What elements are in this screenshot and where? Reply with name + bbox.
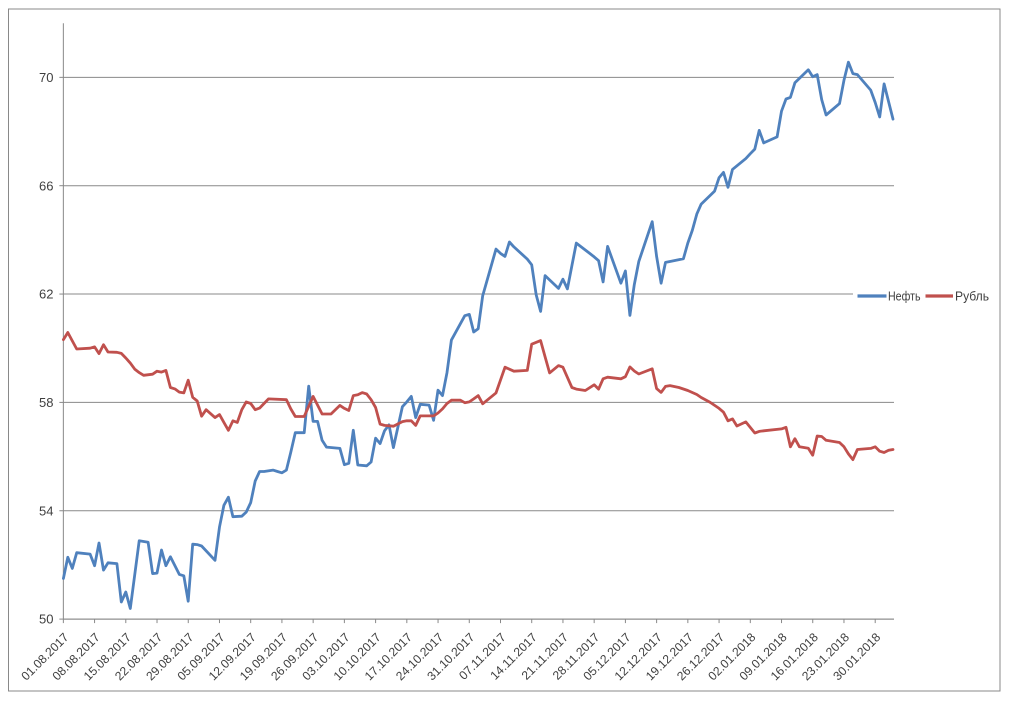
svg-text:Рубль: Рубль — [955, 289, 989, 303]
svg-text:70: 70 — [39, 70, 53, 85]
svg-text:50: 50 — [39, 612, 53, 627]
svg-text:58: 58 — [39, 395, 53, 410]
svg-text:66: 66 — [39, 178, 53, 193]
svg-text:54: 54 — [39, 503, 53, 518]
svg-text:62: 62 — [39, 287, 53, 302]
svg-text:Нефть: Нефть — [888, 289, 921, 303]
